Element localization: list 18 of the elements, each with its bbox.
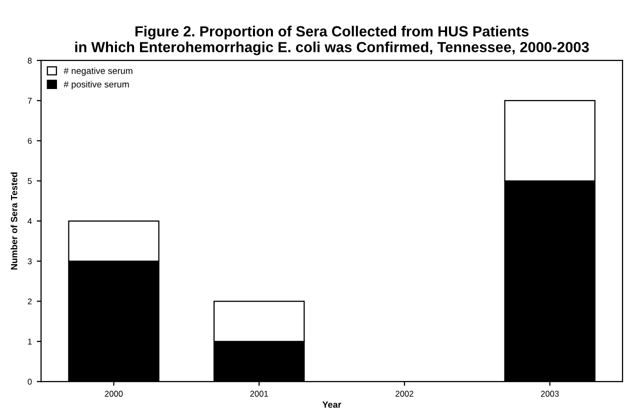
x-tick-label: 2001	[250, 390, 268, 397]
y-tick-label: 0	[28, 378, 32, 385]
y-tick-label: 5	[28, 178, 32, 184]
y-tick-label: 1	[28, 338, 32, 344]
chart-title: Figure 2. Proportion of Sera Collected from HUS Patients in Which Enterohemorrhagic E. coli was Confirmed, Tennessee, 2000-2003	[75, 26, 589, 56]
y-axis-title: Number of Sera Tested	[10, 172, 18, 270]
y-tick-label: 6	[28, 138, 32, 144]
x-tick-label: 2000	[104, 390, 123, 397]
y-tick-label: 2	[28, 298, 32, 304]
y-tick-label: 3	[28, 258, 32, 264]
x-tick-label: 2002	[396, 390, 414, 397]
y-tick-label: 8	[28, 58, 32, 64]
legend-label: # negative serum	[64, 67, 132, 76]
legend-label: # positive serum	[64, 80, 129, 90]
x-axis-title: Year	[322, 401, 342, 408]
x-tick-label: 2003	[540, 390, 559, 397]
y-tick-label: 4	[28, 218, 32, 224]
y-tick-label: 7	[28, 98, 32, 104]
